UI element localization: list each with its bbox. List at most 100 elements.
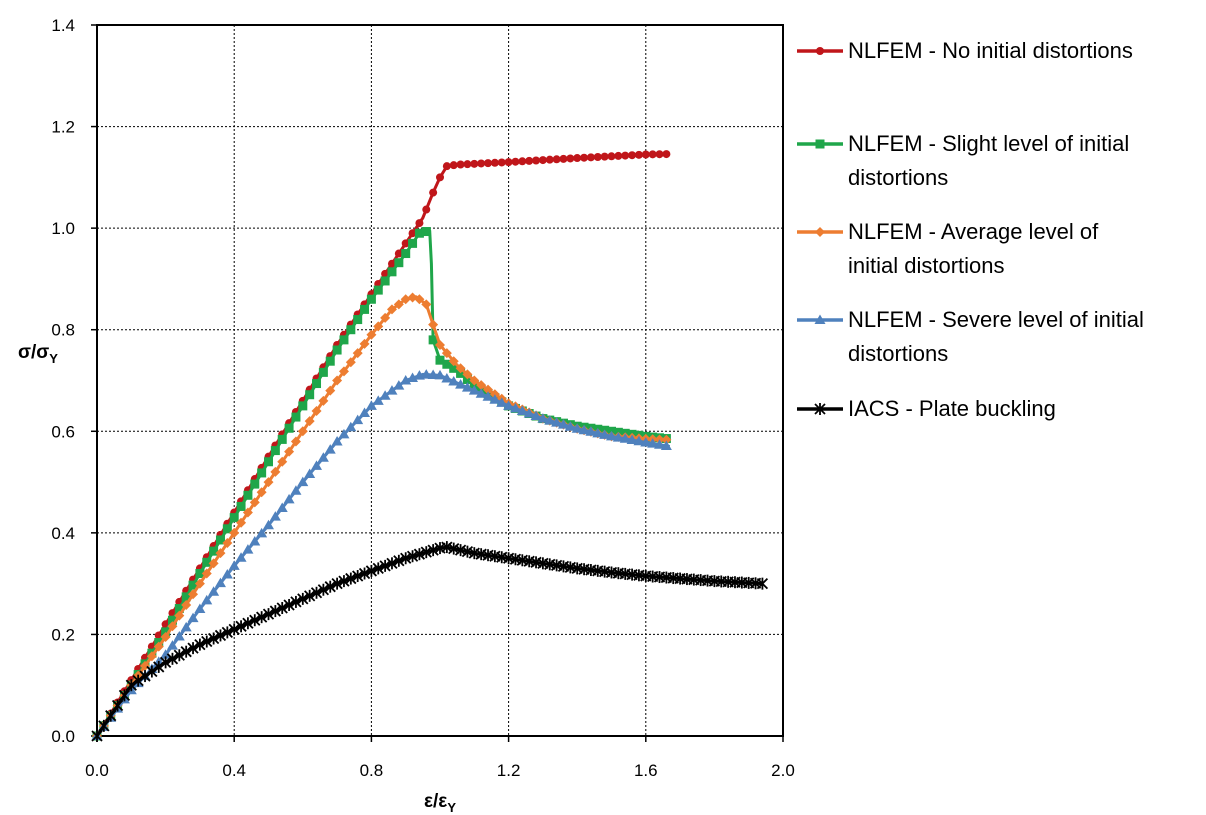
data-point — [146, 651, 157, 662]
data-point — [181, 592, 191, 602]
data-point — [352, 570, 364, 583]
data-point — [153, 641, 164, 652]
legend-label: distortions — [848, 165, 948, 190]
data-point — [290, 485, 302, 495]
data-point — [578, 424, 590, 435]
data-point — [386, 385, 398, 395]
data-point — [180, 621, 192, 632]
data-point — [482, 391, 494, 401]
data-point — [379, 559, 391, 572]
data-point — [586, 153, 595, 162]
data-point — [242, 507, 253, 518]
data-point — [436, 173, 444, 182]
data-point — [518, 157, 527, 166]
data-point — [229, 527, 240, 538]
legend-label: NLFEM - Average level of — [848, 219, 1099, 244]
data-point — [297, 476, 309, 487]
data-point — [394, 249, 403, 258]
axes: 0.0 0.4 0.8 1.2 1.6 2.0 0.0 0.2 0.4 0.6 0.8 1.0 1.2 1… — [18, 16, 795, 815]
data-point — [660, 440, 672, 450]
data-point — [593, 152, 602, 161]
data-point — [339, 335, 349, 345]
data-point — [228, 560, 240, 570]
data-point — [250, 479, 260, 489]
data-point — [167, 621, 178, 632]
data-point — [387, 267, 397, 277]
data-point — [221, 626, 233, 639]
data-point — [523, 408, 535, 418]
data-point — [420, 546, 432, 559]
data-point — [496, 397, 508, 407]
data-point — [194, 638, 206, 651]
data-point — [614, 151, 623, 160]
data-point — [270, 466, 281, 477]
data-point — [551, 417, 563, 427]
data-point — [208, 558, 219, 569]
plot-area-border — [96, 24, 784, 737]
data-point — [214, 577, 226, 588]
data-point — [393, 299, 404, 310]
data-point — [600, 152, 609, 161]
data-point — [256, 487, 267, 498]
data-point — [325, 356, 335, 366]
legend-label: NLFEM - Slight level of initial — [848, 131, 1129, 156]
data-point — [352, 348, 363, 359]
data-point — [476, 380, 487, 391]
data-point — [484, 159, 493, 168]
data-point — [400, 294, 411, 305]
data-point — [304, 468, 316, 478]
data-point — [161, 627, 171, 637]
data-point — [441, 372, 453, 383]
data-point — [448, 542, 460, 555]
data-point — [442, 162, 451, 171]
data-point — [400, 375, 412, 385]
data-point — [406, 550, 419, 563]
data-point — [290, 595, 302, 608]
data-point — [414, 228, 424, 238]
data-point — [455, 379, 467, 389]
data-point — [332, 345, 342, 355]
data-point — [380, 312, 391, 323]
data-point — [456, 160, 465, 169]
data-point — [592, 427, 604, 438]
data-point — [346, 325, 356, 335]
data-point — [455, 363, 466, 374]
data-point — [284, 446, 295, 457]
data-point — [352, 414, 364, 425]
data-point — [573, 154, 582, 163]
legend-label: IACS - Plate buckling — [848, 396, 1056, 421]
data-point — [160, 649, 172, 659]
data-point — [427, 369, 439, 380]
data-point — [256, 527, 268, 538]
data-point — [612, 432, 624, 442]
data-point — [111, 699, 124, 712]
series-line — [95, 545, 763, 737]
data-point — [276, 502, 288, 512]
y-tick-label: 0.8 — [51, 321, 75, 340]
data-point — [242, 544, 254, 554]
data-point — [359, 407, 371, 418]
data-point — [366, 329, 377, 340]
data-point — [194, 603, 206, 614]
data-point — [215, 548, 226, 559]
data-point — [105, 709, 117, 722]
data-point — [449, 161, 458, 170]
data-point — [222, 524, 232, 534]
data-point — [338, 366, 349, 377]
legend-marker — [816, 47, 824, 55]
data-point — [421, 299, 432, 310]
data-point — [263, 519, 274, 530]
data-point — [195, 568, 205, 578]
x-tick-label: 0.0 — [85, 761, 109, 780]
data-point — [173, 649, 185, 662]
data-point — [435, 355, 445, 365]
data-point — [580, 153, 589, 162]
data-point — [173, 630, 185, 641]
y-tick-label: 1.4 — [51, 16, 75, 35]
legend-marker — [815, 139, 825, 149]
data-point — [422, 205, 431, 214]
data-point — [298, 401, 308, 411]
y-tick-label: 0.0 — [51, 727, 75, 746]
data-point — [525, 156, 534, 165]
